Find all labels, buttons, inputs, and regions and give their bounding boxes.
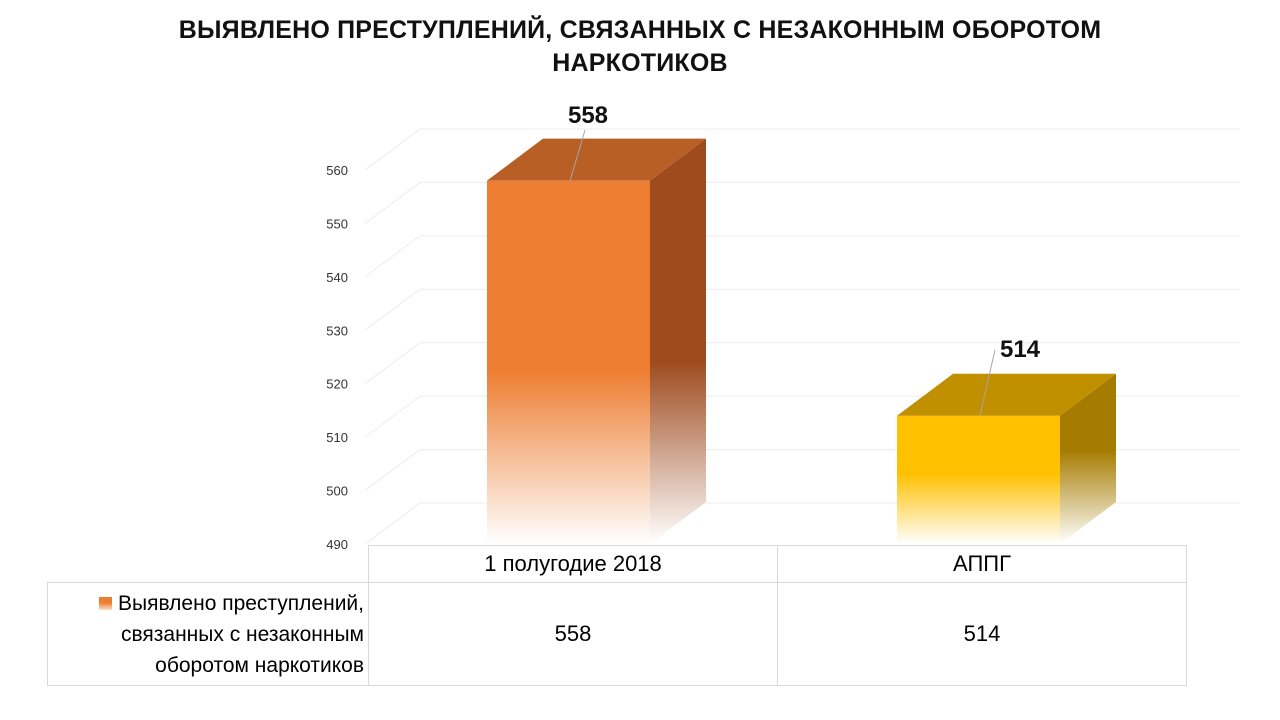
y-tick-label: 500 [326,484,348,499]
y-tick-label: 510 [326,430,348,445]
series-label-line-1: Выявлено преступлений, [118,591,364,615]
bar-side [1060,373,1116,544]
table-value-1: 558 [368,582,778,686]
gridline-wall [364,235,421,278]
gridline-wall [364,342,421,385]
table-header-2: АППГ [777,545,1187,583]
data-label-leader [979,349,996,416]
y-tick-label: 530 [326,323,348,338]
gridline-wall [364,128,421,171]
table-corner [47,545,369,583]
bars [487,138,1116,544]
data-label: 558 [568,102,608,129]
series-label: Выявлено преступлений, связанных с незак… [118,588,364,681]
bar [487,180,650,544]
data-labels: 558 514 [568,102,1041,416]
table-row-label: Выявлено преступлений, связанных с незак… [47,582,369,686]
data-table: 1 полугодие 2018 АППГ Выявлено преступле… [47,545,1187,686]
y-tick-label: 560 [326,163,348,178]
table-header-1: 1 полугодие 2018 [368,545,778,583]
data-label-leader [569,129,586,182]
series-label-line-3: оборотом наркотиков [155,653,364,677]
gridline-wall [364,288,421,331]
data-label: 514 [1000,336,1041,363]
bar-top [897,373,1116,416]
gridline-wall [364,395,421,438]
bar-top [487,138,706,181]
chart-title: ВЫЯВЛЕНО ПРЕСТУПЛЕНИЙ, СВЯЗАННЫХ С НЕЗАК… [178,16,1102,77]
y-tick-label: 520 [326,377,348,392]
series-label-line-2: связанных с незаконным [120,622,364,646]
gridline-wall [364,182,421,224]
table-value-2: 514 [777,582,1187,686]
bar-side [650,138,706,544]
bar [897,415,1060,544]
y-tick-label: 540 [326,270,348,285]
y-tick-label: 550 [326,216,348,231]
gridline-wall [364,449,421,491]
legend-key [99,596,113,610]
gridline-wall [364,502,421,545]
